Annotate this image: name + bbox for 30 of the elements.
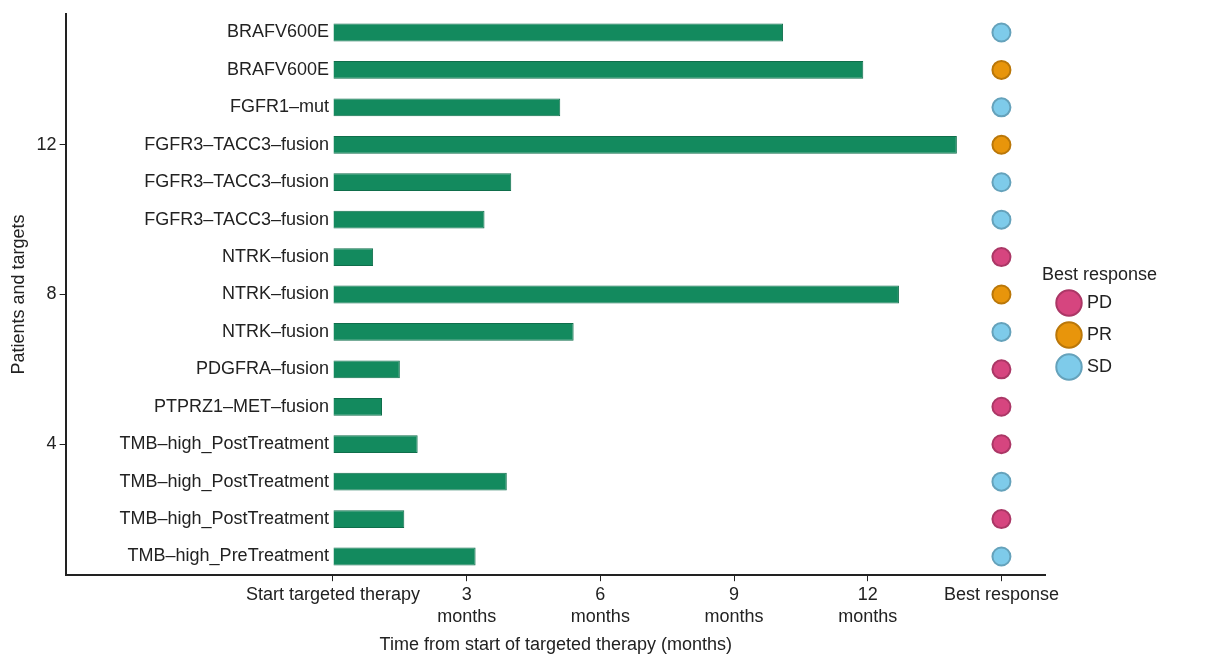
- y-tick-label: FGFR3–TACC3–fusion: [144, 133, 329, 154]
- y-tick-label: BRAFV600E: [226, 21, 329, 42]
- y2-tick-label: 12: [36, 133, 57, 154]
- legend-label: PD: [1087, 291, 1113, 312]
- y-tick-label: TMB–high_PostTreatment: [119, 433, 329, 455]
- y-tick-label: BRAFV600E: [226, 58, 329, 79]
- y2-tick-label: 4: [46, 433, 57, 454]
- y2-tick-label: 8: [46, 283, 57, 304]
- y-tick-label: TMB–high_PostTreatment: [119, 470, 329, 492]
- y-tick-label: FGFR3–TACC3–fusion: [144, 171, 329, 192]
- legend-label: PR: [1087, 323, 1113, 344]
- legend-title: Best response: [1042, 263, 1158, 284]
- y-tick-label: TMB–high_PreTreatment: [127, 545, 329, 567]
- legend-label: SD: [1087, 355, 1113, 376]
- y2-axis-title: Patients and targets: [7, 214, 28, 375]
- y-tick-label: FGFR1–mut: [229, 96, 329, 117]
- y-tick-label: TMB–high_PostTreatment: [119, 508, 329, 530]
- y-tick-label: NTRK–fusion: [221, 283, 329, 304]
- x-tick-label: 9 months: [704, 583, 764, 626]
- y-tick-label: NTRK–fusion: [221, 320, 329, 341]
- y-tick-label: FGFR3–TACC3–fusion: [144, 208, 329, 229]
- x-tick-label: 12 months: [838, 583, 898, 626]
- x-axis-title: Time from start of targeted therapy (months): [379, 634, 733, 655]
- x-tick-label: Start targeted therapy: [245, 583, 421, 604]
- y-tick-label: PDGFRA–fusion: [195, 358, 329, 379]
- x-tick-label: Best response: [943, 583, 1059, 604]
- y-tick-label: NTRK–fusion: [221, 246, 329, 267]
- x-tick-label: 6 months: [570, 583, 630, 626]
- y-tick-label: PTPRZ1–MET–fusion: [153, 395, 329, 416]
- x-tick-label: 3 months: [437, 583, 497, 626]
